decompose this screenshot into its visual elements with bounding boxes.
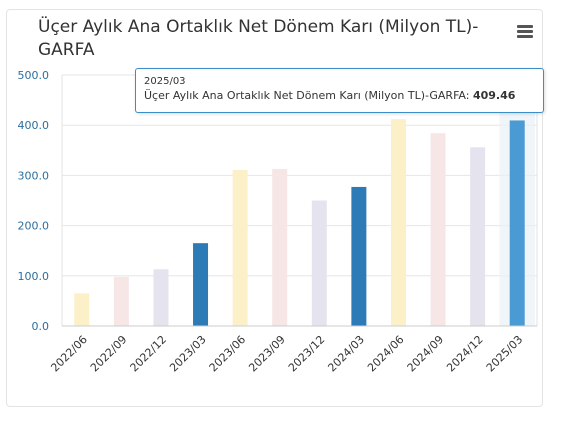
x-tick-label: 2023/03 [167, 333, 209, 375]
x-tick-label: 2023/12 [286, 333, 328, 375]
y-tick-label: 200.0 [18, 220, 50, 233]
bar [113, 276, 129, 326]
y-tick-label: 300.0 [18, 169, 50, 182]
x-tick-label: 2022/06 [48, 333, 90, 375]
x-tick-label: 2023/06 [207, 333, 249, 375]
tooltip-series-label: Üçer Aylık Ana Ortaklık Net Dönem Karı (… [144, 89, 470, 102]
bar [430, 133, 446, 326]
x-tick-label: 2024/06 [365, 333, 407, 375]
bar [470, 147, 486, 326]
tooltip-date: 2025/03 [144, 76, 186, 87]
bar [351, 186, 367, 326]
bar [153, 269, 169, 326]
y-tick-label: 500.0 [18, 69, 50, 82]
bar [509, 120, 525, 326]
bar [74, 293, 90, 326]
chart-tooltip: 2025/03 Üçer Aylık Ana Ortaklık Net Döne… [135, 68, 544, 113]
bar [272, 168, 288, 326]
hamburger-menu-icon[interactable] [517, 25, 533, 38]
y-tick-label: 0.0 [32, 320, 50, 333]
bar [311, 200, 327, 326]
y-tick-label: 400.0 [18, 119, 50, 132]
x-tick-label: 2024/12 [444, 333, 486, 375]
y-tick-label: 100.0 [18, 270, 50, 283]
chart-title: Üçer Aylık Ana Ortaklık Net Dönem Karı (… [38, 17, 479, 60]
x-tick-label: 2025/03 [484, 333, 526, 375]
x-tick-label: 2022/09 [88, 333, 130, 375]
bar [232, 169, 248, 326]
tooltip-value: 409.46 [472, 89, 516, 102]
bar [390, 119, 406, 327]
x-tick-label: 2022/12 [128, 333, 170, 375]
x-tick-label: 2024/03 [325, 333, 367, 375]
bar [193, 243, 209, 326]
x-tick-label: 2023/09 [246, 333, 288, 375]
x-tick-label: 2024/09 [405, 333, 447, 375]
